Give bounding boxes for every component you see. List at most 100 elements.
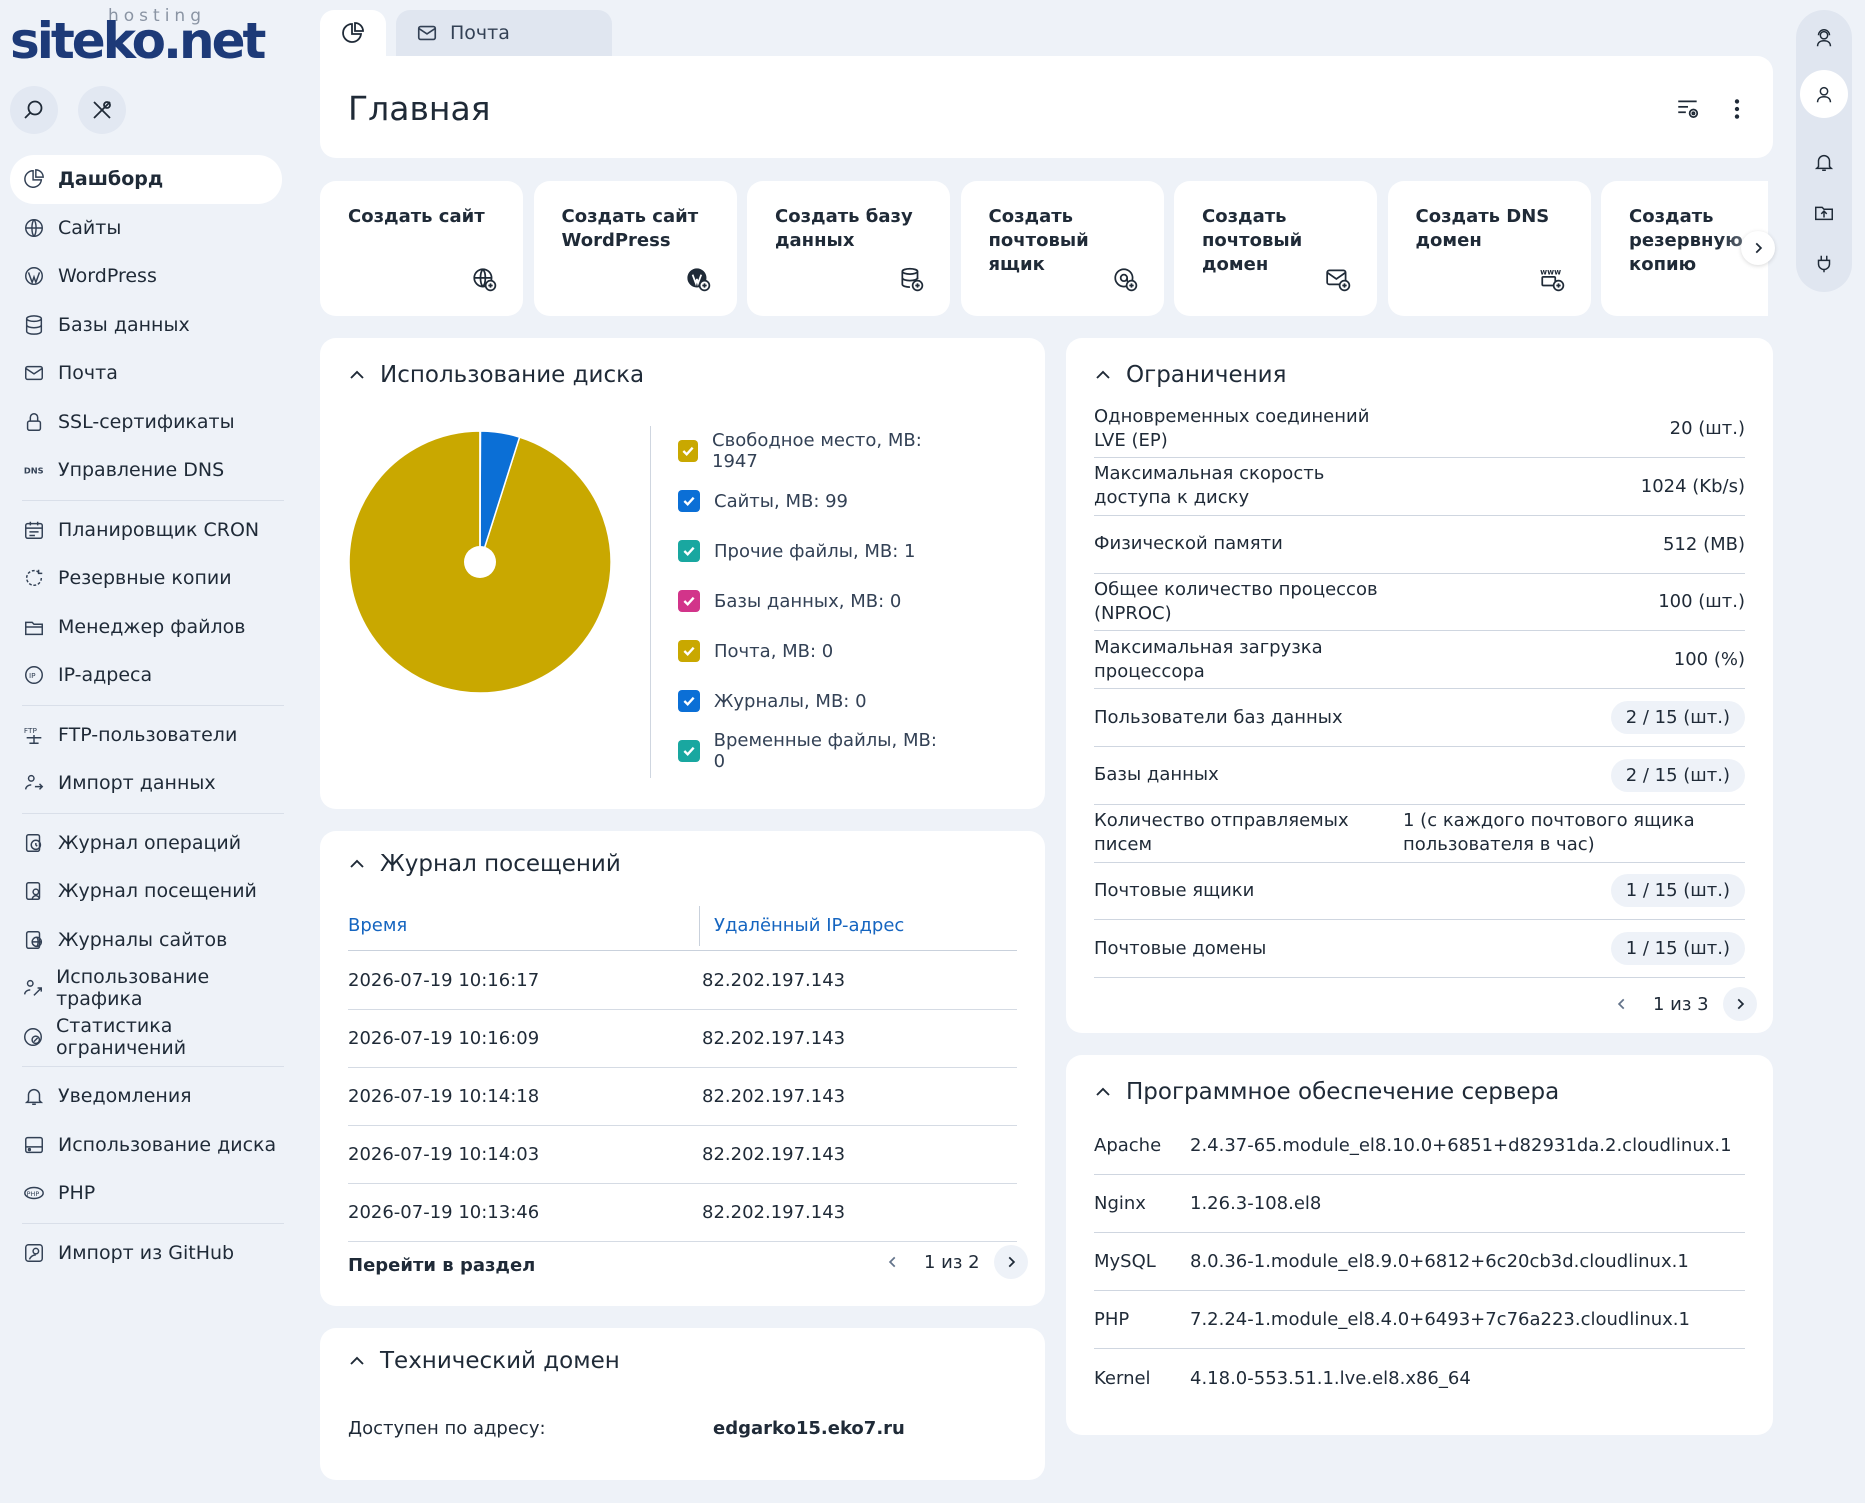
sidebar-item[interactable]: Сайты xyxy=(10,204,282,253)
sidebar: hosting siteko.net Дашборд Сайты WordPress… xyxy=(0,0,300,1503)
goto-section-link[interactable]: Перейти в раздел xyxy=(348,1255,536,1276)
sidebar-item[interactable]: Почта xyxy=(10,349,282,398)
prev-page-button[interactable] xyxy=(876,1245,910,1279)
visit-time: 2026-07-19 10:14:03 xyxy=(348,1144,540,1165)
legend-item[interactable]: Свободное место, MB: 1947 xyxy=(650,426,950,476)
quick-action-card[interactable]: Создать сайт WordPress xyxy=(533,181,737,316)
list-settings-icon xyxy=(1678,100,1699,118)
checkbox-checked-icon[interactable] xyxy=(678,640,700,662)
svg-text:PHP: PHP xyxy=(27,1190,40,1198)
sidebar-item[interactable]: IP IP-адреса xyxy=(10,651,282,700)
widget-settings-button[interactable] xyxy=(1675,96,1701,122)
checkbox-checked-icon[interactable] xyxy=(678,740,700,762)
legend-item[interactable]: Почта, MB: 0 xyxy=(650,626,950,676)
sidebar-item[interactable]: Планировщик CRON xyxy=(10,506,282,555)
quick-action-label: Создать сайт WordPress xyxy=(561,206,699,251)
quick-action-card[interactable]: Создать резервную копию xyxy=(1601,181,1768,316)
checkbox-checked-icon[interactable] xyxy=(678,490,700,512)
legend-item[interactable]: Прочие файлы, MB: 1 xyxy=(650,526,950,576)
software-row: Nginx 1.26.3-108.el8 xyxy=(1094,1175,1745,1233)
visit-ip: 82.202.197.143 xyxy=(702,1028,846,1049)
sidebar-item[interactable]: WordPress xyxy=(10,252,282,301)
quick-actions-next-button[interactable] xyxy=(1741,231,1775,265)
sidebar-item[interactable]: Использование диска xyxy=(10,1121,282,1170)
sidebar-item[interactable]: Уведомления xyxy=(10,1072,282,1121)
mail-icon xyxy=(417,25,437,41)
sidebar-item[interactable]: Журналы сайтов xyxy=(10,916,282,965)
tools-button[interactable] xyxy=(78,86,126,134)
sidebar-item[interactable]: Дашборд xyxy=(10,155,282,204)
sidebar-item-label: Резервные копии xyxy=(58,567,232,590)
support-button[interactable] xyxy=(1800,14,1848,62)
tech-domain-value[interactable]: edgarko15.eko7.ru xyxy=(713,1418,905,1439)
page-title: Главная xyxy=(348,89,491,128)
plugins-button[interactable] xyxy=(1800,240,1848,288)
limits-widget: Ограничения Одновременных соединений LVE… xyxy=(1066,338,1773,1033)
quick-action-card[interactable]: Создать сайт xyxy=(320,181,523,316)
sidebar-item[interactable]: Журнал операций xyxy=(10,819,282,868)
visit-log-header[interactable]: Журнал посещений xyxy=(348,851,621,877)
sidebar-item[interactable]: Резервные копии xyxy=(10,554,282,603)
ftp-icon: FTP xyxy=(22,723,46,747)
sidebar-item[interactable]: FTP FTP-пользователи xyxy=(10,711,282,760)
col-time-header[interactable]: Время xyxy=(348,905,700,946)
sidebar-item[interactable]: DNS Управление DNS xyxy=(10,446,282,495)
sidebar-item[interactable]: Импорт данных xyxy=(10,759,282,808)
limit-row: Почтовые домены 1 / 15 (шт.) xyxy=(1094,920,1745,979)
disk-usage-widget: Использование диска Свободное место, MB:… xyxy=(320,338,1045,809)
checkbox-checked-icon[interactable] xyxy=(678,540,700,562)
sidebar-item[interactable]: PHP PHP xyxy=(10,1169,282,1218)
tab-home[interactable] xyxy=(320,10,386,56)
col-ip-header[interactable]: Удалённый IP-адрес xyxy=(714,915,905,936)
page-indicator: 1 из 3 xyxy=(1653,993,1709,1015)
legend-item[interactable]: Базы данных, MB: 0 xyxy=(650,576,950,626)
prev-page-button[interactable] xyxy=(1605,987,1639,1021)
search-button[interactable] xyxy=(10,86,58,134)
sidebar-item[interactable]: Импорт из GitHub xyxy=(10,1229,282,1278)
sidebar-divider xyxy=(22,704,284,706)
quick-action-card[interactable]: Создать почтовый ящик xyxy=(960,181,1164,316)
next-page-button[interactable] xyxy=(993,1245,1028,1279)
tools-icon xyxy=(93,101,111,119)
quick-action-card[interactable]: Создать DNS домен www xyxy=(1387,181,1591,316)
legend-item[interactable]: Сайты, MB: 99 xyxy=(650,476,950,526)
logo[interactable]: hosting siteko.net xyxy=(10,6,266,70)
next-page-button[interactable] xyxy=(1722,987,1757,1021)
sidebar-item-label: Дашборд xyxy=(58,168,164,191)
legend-item[interactable]: Временные файлы, MB: 0 xyxy=(650,726,950,776)
visit-time: 2026-07-19 10:16:17 xyxy=(348,970,540,991)
limit-row: Физической памяти 512 (MB) xyxy=(1094,516,1745,574)
quick-action-card[interactable]: Создать почтовый домен xyxy=(1174,181,1377,316)
legend-item[interactable]: Журналы, MB: 0 xyxy=(650,676,950,726)
sidebar-item[interactable]: Журнал посещений xyxy=(10,867,282,916)
traffic-icon xyxy=(22,976,44,1000)
software-version: 1.26.3-108.el8 xyxy=(1190,1193,1322,1214)
quick-action-card[interactable]: Создать базу данных xyxy=(747,181,950,316)
limit-label: Почтовые ящики xyxy=(1094,879,1255,901)
chevron-left-icon xyxy=(1617,998,1625,1010)
limits-header[interactable]: Ограничения xyxy=(1094,362,1286,388)
checkbox-checked-icon[interactable] xyxy=(678,440,699,462)
sidebar-item-label: Статистика ограничений xyxy=(56,1014,187,1059)
upload-button[interactable] xyxy=(1800,188,1848,236)
sidebar-item[interactable]: Менеджер файлов xyxy=(10,603,282,652)
profile-button[interactable] xyxy=(1800,70,1848,118)
sidebar-item[interactable]: Статистика ограничений xyxy=(10,1013,282,1062)
notifications-button[interactable] xyxy=(1800,138,1848,186)
sidebar-item[interactable]: Базы данных xyxy=(10,301,282,350)
tech-domain-header[interactable]: Технический домен xyxy=(348,1348,620,1374)
disk-usage-header[interactable]: Использование диска xyxy=(348,362,644,388)
dns-icon: DNS xyxy=(22,458,46,482)
checkbox-checked-icon[interactable] xyxy=(678,590,700,612)
stats-icon xyxy=(22,1025,44,1049)
tech-domain-title: Технический домен xyxy=(380,1348,620,1374)
tab-mail[interactable]: Почта xyxy=(396,10,612,56)
server-software-header[interactable]: Программное обеспечение сервера xyxy=(1094,1079,1559,1105)
sidebar-item[interactable]: Использование трафика xyxy=(10,964,282,1013)
more-menu-button[interactable] xyxy=(1724,96,1750,122)
checkbox-checked-icon[interactable] xyxy=(678,690,700,712)
limit-row: Максимальная скорость доступа к диску 102… xyxy=(1094,458,1745,516)
github-icon xyxy=(22,1241,46,1265)
sidebar-item[interactable]: SSL-сертификаты xyxy=(10,398,282,447)
